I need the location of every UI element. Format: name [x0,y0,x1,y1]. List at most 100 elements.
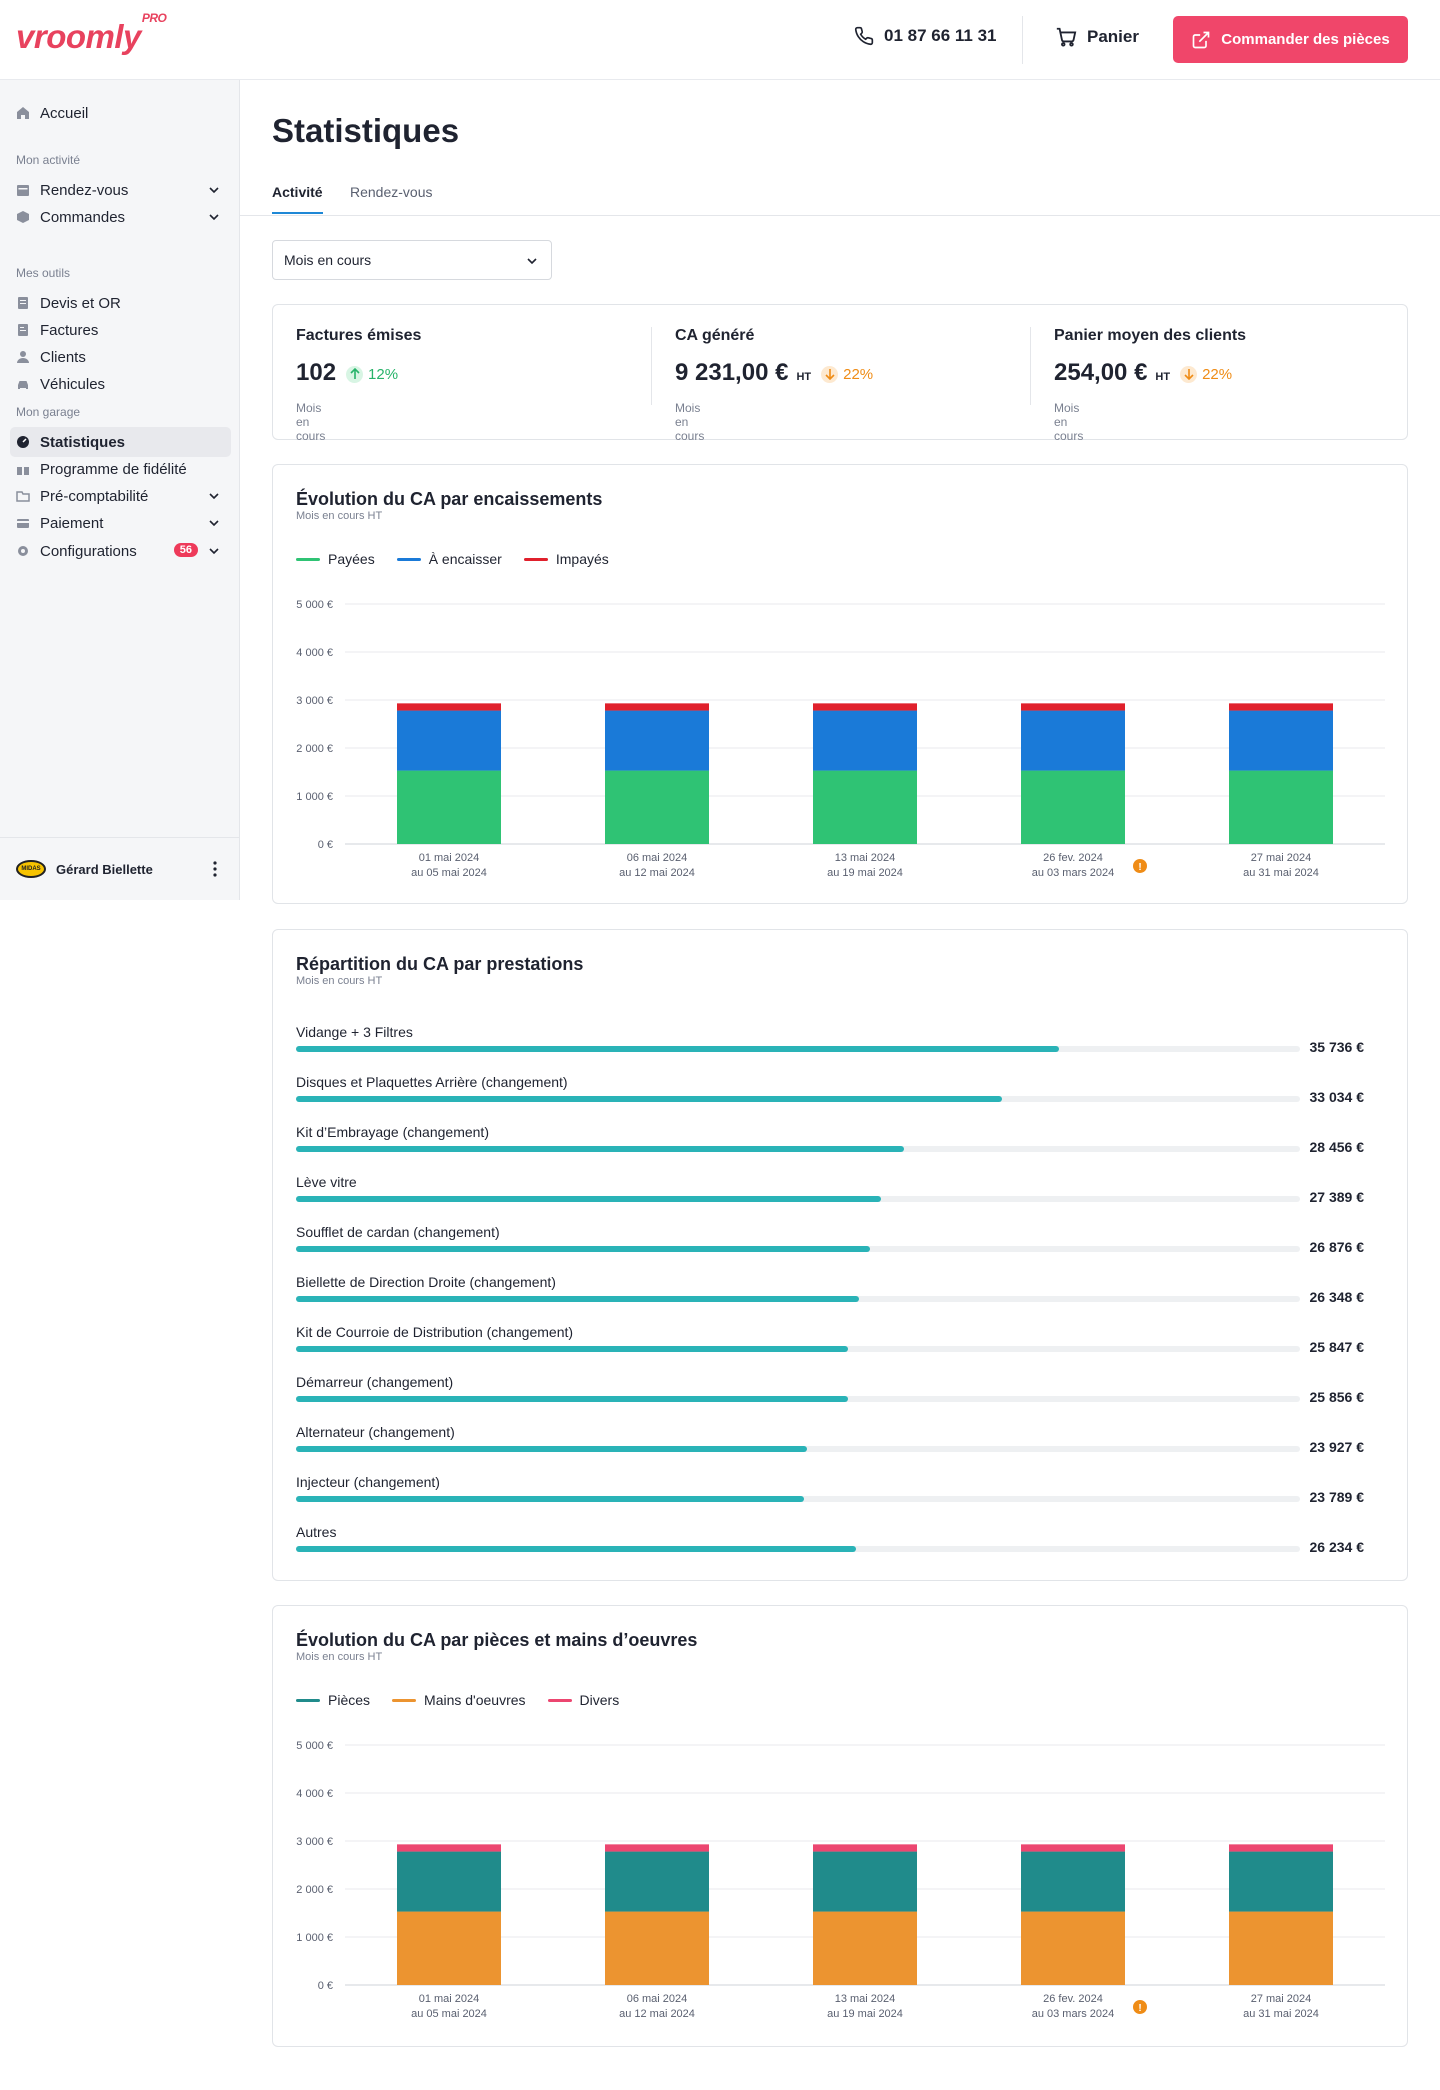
x-tick-label: au 12 mai 2024 [619,2008,695,2020]
section-my-activity: Mon activité [16,153,81,167]
sidebar-item-orders[interactable]: Commandes [10,202,231,232]
chart-legend: Payées À encaisser Impayés [296,551,609,567]
prestation-label: Vidange + 3 Filtres [296,1024,413,1040]
legend-item-misc[interactable]: Divers [547,1692,619,1708]
arrow-down-icon [1180,365,1198,383]
page-title: Statistiques [272,112,460,149]
sidebar-item-configurations[interactable]: Configurations 56 [10,536,231,566]
sidebar-item-invoices[interactable]: Factures [10,315,231,345]
prestation-track [296,1196,1300,1202]
vroomly-logo[interactable]: vroomlyPRO [16,11,167,55]
home-icon [16,106,30,120]
user-profile[interactable]: MIDAS Gérard Biellette [0,837,239,900]
sidebar-item-quotes[interactable]: Devis et OR [10,288,231,318]
car-icon [16,377,30,391]
warning-icon [1133,2000,1147,2014]
chart-title: Évolution du CA par encaissements [296,489,603,509]
prestation-value: 27 389 € [1309,1189,1365,1205]
more-vertical-icon[interactable] [212,860,218,878]
phone-contact[interactable]: 01 87 66 11 31 [854,26,997,46]
prestation-label: Démarreur (changement) [296,1374,454,1390]
prestation-track [296,1496,1300,1502]
kpi-value: 9 231,00 € HT 22% [675,359,874,386]
chart-card-pieces-mo: Évolution du CA par pièces et mains d’oe… [272,1605,1408,2047]
top-header: vroomlyPRO 01 87 66 11 31 Panier Command… [0,0,1440,80]
prestation-row: Kit d’Embrayage (changement) 28 456 € [296,1124,1396,1174]
user-icon [16,350,30,364]
x-tick-label: 13 mai 2024 [835,852,896,864]
order-parts-button[interactable]: Commander des pièces [1173,16,1408,63]
legend-item-to-collect[interactable]: À encaisser [396,551,502,567]
prestation-value: 28 456 € [1309,1139,1365,1155]
bar-segment [397,710,501,771]
sidebar-item-statistics[interactable]: Statistiques [10,427,231,457]
sidebar-item-precompta[interactable]: Pré-comptabilité [10,481,231,511]
section-my-tools: Mes outils [16,266,71,280]
tabs: Activité Rendez-vous [240,176,1440,216]
prestation-value: 26 876 € [1309,1239,1365,1255]
folder-icon [16,489,30,503]
chart-subtitle: Mois en cours HT [296,510,383,522]
kpi-title: CA généré [675,327,755,344]
x-tick-label: au 19 mai 2024 [827,867,903,879]
sidebar-item-appointments[interactable]: Rendez-vous [10,175,231,205]
y-tick-label: 3 000 € [296,1836,333,1848]
sidebar-item-loyalty[interactable]: Programme de fidélité [10,454,231,484]
prestation-row: Soufflet de cardan (changement) 26 876 € [296,1224,1396,1274]
kpi-trend: 22% [821,365,873,383]
prestation-value: 35 736 € [1309,1039,1365,1055]
document-icon [16,296,30,310]
sidebar-item-home[interactable]: Accueil [10,98,231,128]
bar-segment [1229,1911,1333,1985]
bar-segment [397,1851,501,1912]
bar-segment [605,703,709,711]
legend-item-unpaid[interactable]: Impayés [523,551,609,567]
x-tick-label: au 19 mai 2024 [827,2008,903,2020]
tab-activity[interactable]: Activité [272,184,323,214]
box-icon [16,210,30,224]
prestation-track [296,1296,1300,1302]
prestation-value: 25 847 € [1309,1339,1365,1355]
y-tick-label: 2 000 € [296,743,333,755]
prestation-bar [296,1446,808,1452]
x-tick-label: au 31 mai 2024 [1243,867,1319,879]
prestation-label: Autres [296,1524,337,1540]
y-tick-label: 0 € [318,839,333,851]
bar-segment [813,1851,917,1912]
y-tick-label: 4 000 € [296,1788,333,1800]
sidebar-item-vehicles[interactable]: Véhicules [10,369,231,399]
kpi-value: 254,00 € HT 22% [1054,359,1233,386]
prestation-row: Démarreur (changement) 25 856 € [296,1374,1396,1424]
kpi-subtitle: Mois en cours [296,401,326,443]
period-select[interactable]: Mois en cours [272,240,552,280]
bar-segment [1229,703,1333,711]
legend-item-parts[interactable]: Pièces [296,1692,370,1708]
arrow-up-icon [346,365,364,383]
sidebar-item-payment[interactable]: Paiement [10,508,231,538]
prestation-label: Kit de Courroie de Distribution (changem… [296,1324,574,1340]
prestation-bar [296,1046,1060,1052]
prestation-row: Autres 26 234 € [296,1524,1396,1574]
cart-button[interactable]: Panier [1055,26,1139,48]
y-tick-label: 5 000 € [296,1740,333,1752]
tab-appointments[interactable]: Rendez-vous [350,184,433,200]
bar-segment [605,1844,709,1852]
bar-segment [605,770,709,844]
kpi-divider [1030,327,1031,405]
prestation-label: Injecteur (changement) [296,1474,440,1490]
garage-logo: MIDAS [16,860,46,878]
period-select-value: Mois en cours [284,252,372,268]
bar-segment [1229,1851,1333,1912]
warning-icon [1133,859,1147,873]
sidebar: Accueil Mon activité Rendez-vous Command… [0,80,240,900]
prestation-row: Alternateur (changement) 23 927 € [296,1424,1396,1474]
prestation-track [296,1546,1300,1552]
sidebar-item-clients[interactable]: Clients [10,342,231,372]
prestation-label: Alternateur (changement) [296,1424,455,1440]
y-tick-label: 1 000 € [296,791,333,803]
kpi-subtitle: Mois en cours [1054,401,1084,443]
legend-item-paid[interactable]: Payées [296,551,375,567]
bar-segment [605,1851,709,1912]
legend-item-labor[interactable]: Mains d'oeuvres [392,1692,526,1708]
order-parts-label: Commander des pièces [1221,31,1390,48]
